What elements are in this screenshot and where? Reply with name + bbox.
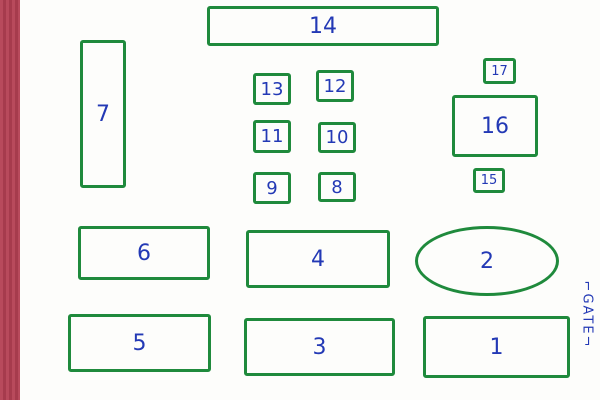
stall-12: 12 xyxy=(316,70,354,102)
stall-1-label: 1 xyxy=(489,334,504,360)
stall-17: 17 xyxy=(483,58,516,84)
stall-13: 13 xyxy=(253,73,291,105)
stall-2-label: 2 xyxy=(480,248,494,274)
stall-11: 11 xyxy=(253,120,291,153)
stall-13-label: 13 xyxy=(260,78,284,100)
stall-5: 5 xyxy=(68,314,211,372)
gate-text: ⌐GATE¬ xyxy=(579,280,595,348)
stall-12-label: 12 xyxy=(323,75,347,97)
paper-edge xyxy=(0,0,20,400)
stall-9-label: 9 xyxy=(266,177,278,199)
stall-15-label: 15 xyxy=(480,173,498,188)
stall-4: 4 xyxy=(246,230,390,288)
stall-1: 1 xyxy=(423,316,570,378)
stall-16-label: 16 xyxy=(481,113,509,139)
stall-6: 6 xyxy=(78,226,210,280)
stall-8: 8 xyxy=(318,172,356,202)
stall-14: 14 xyxy=(207,6,439,46)
stall-10: 10 xyxy=(318,122,356,153)
stall-14-label: 14 xyxy=(309,13,337,39)
stall-6-label: 6 xyxy=(137,240,151,266)
stall-17-label: 17 xyxy=(491,63,508,79)
stall-11-label: 11 xyxy=(260,126,284,147)
stall-16: 16 xyxy=(452,95,538,157)
stall-10-label: 10 xyxy=(325,127,349,148)
gate-label: ⌐GATE¬ xyxy=(576,268,598,360)
stall-2: 2 xyxy=(415,226,559,296)
stall-5-label: 5 xyxy=(132,330,147,356)
stall-7-label: 7 xyxy=(96,101,110,127)
stall-4-label: 4 xyxy=(311,246,325,272)
paper-sheet xyxy=(20,0,600,400)
stall-3: 3 xyxy=(244,318,395,376)
stall-7: 7 xyxy=(80,40,126,188)
stall-15: 15 xyxy=(473,168,505,193)
stall-8-label: 8 xyxy=(331,176,343,198)
stall-3-label: 3 xyxy=(312,334,327,360)
stall-9: 9 xyxy=(253,172,291,204)
